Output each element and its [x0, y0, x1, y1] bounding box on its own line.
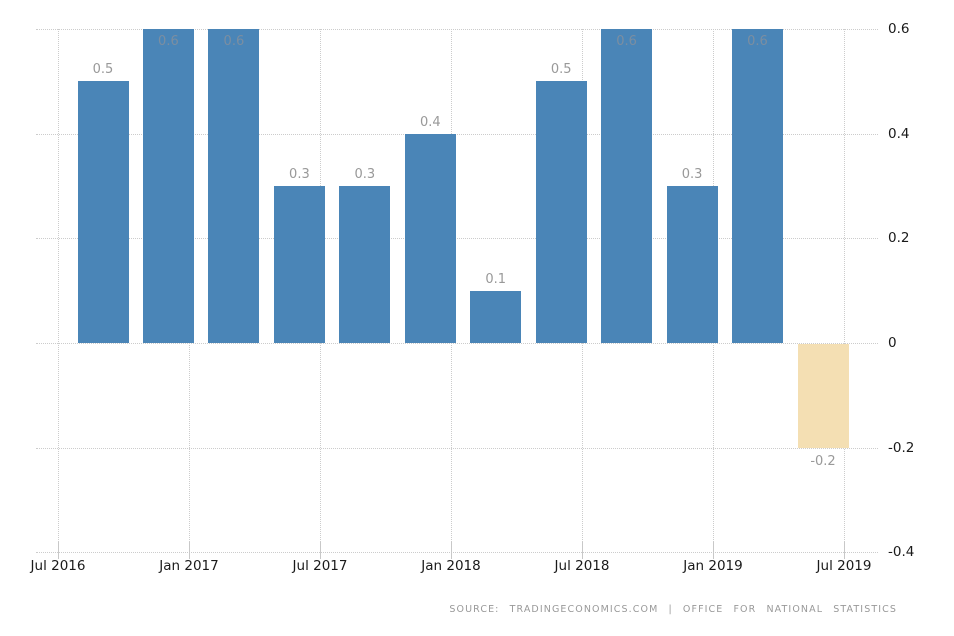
bar-value-label: 0.3 [681, 167, 703, 182]
x-axis-tick-mark [320, 542, 321, 559]
bar-value-label: 0.6 [616, 34, 637, 49]
x-axis-tick-label: Jan 2017 [159, 558, 219, 574]
horizontal-gridline [36, 238, 878, 240]
bar-value-label: 0.3 [354, 167, 376, 182]
bar[interactable] [732, 29, 783, 343]
bar[interactable] [601, 29, 653, 343]
bar-value-label: 0.5 [92, 62, 114, 78]
bar[interactable] [535, 81, 587, 343]
y-axis-tick-label: 0 [888, 335, 897, 351]
bar[interactable] [339, 186, 391, 343]
y-axis-tick-label: 0.2 [888, 230, 910, 247]
horizontal-gridline [36, 29, 878, 30]
y-axis-tick-label: 0.6 [888, 21, 910, 37]
x-axis-tick-mark [189, 542, 190, 559]
x-axis-tick-label: Jul 2016 [30, 558, 86, 574]
bar[interactable] [208, 29, 260, 343]
x-axis-tick-mark [844, 542, 845, 559]
x-axis-tick-label: Jan 2019 [683, 558, 743, 574]
y-axis-tick-label: -0.4 [888, 544, 915, 561]
bar[interactable] [666, 186, 718, 343]
bar-value-label: 0.3 [289, 167, 310, 182]
bar[interactable] [77, 81, 129, 343]
bar-value-label: 0.6 [158, 34, 179, 49]
x-axis-tick-label: Jan 2018 [421, 558, 481, 574]
horizontal-gridline [36, 133, 878, 135]
horizontal-gridline [36, 552, 878, 554]
vertical-gridline [58, 29, 59, 553]
x-axis-tick-label: Jul 2019 [816, 558, 872, 574]
bar-value-label: 0.6 [223, 34, 245, 49]
x-axis-tick-mark [451, 542, 452, 559]
horizontal-gridline [36, 343, 878, 344]
bar[interactable] [273, 186, 325, 343]
x-axis-tick-mark [58, 542, 59, 559]
y-axis-tick-label: 0.4 [888, 125, 910, 142]
bar-value-label: 0.5 [550, 62, 572, 78]
bar[interactable] [470, 290, 522, 343]
x-axis-tick-mark [713, 542, 714, 559]
bar-value-label: 0.1 [485, 271, 507, 287]
horizontal-gridline [36, 447, 878, 449]
bar-negative-forecast[interactable] [797, 343, 849, 449]
bar-value-label: 0.4 [419, 114, 441, 130]
vertical-gridline [844, 29, 845, 553]
bar-value-label: 0.6 [747, 34, 768, 49]
y-axis-tick-label: -0.2 [888, 439, 915, 456]
bar[interactable] [142, 29, 194, 343]
bar[interactable] [404, 133, 456, 343]
x-axis-tick-label: Jul 2018 [554, 558, 610, 574]
source-attribution: SOURCE: TRADINGECONOMICS.COM | OFFICE FO… [449, 604, 897, 615]
bar-value-label: -0.2 [810, 453, 836, 469]
x-axis-tick-mark [582, 542, 583, 559]
x-axis-tick-label: Jul 2017 [292, 558, 348, 574]
